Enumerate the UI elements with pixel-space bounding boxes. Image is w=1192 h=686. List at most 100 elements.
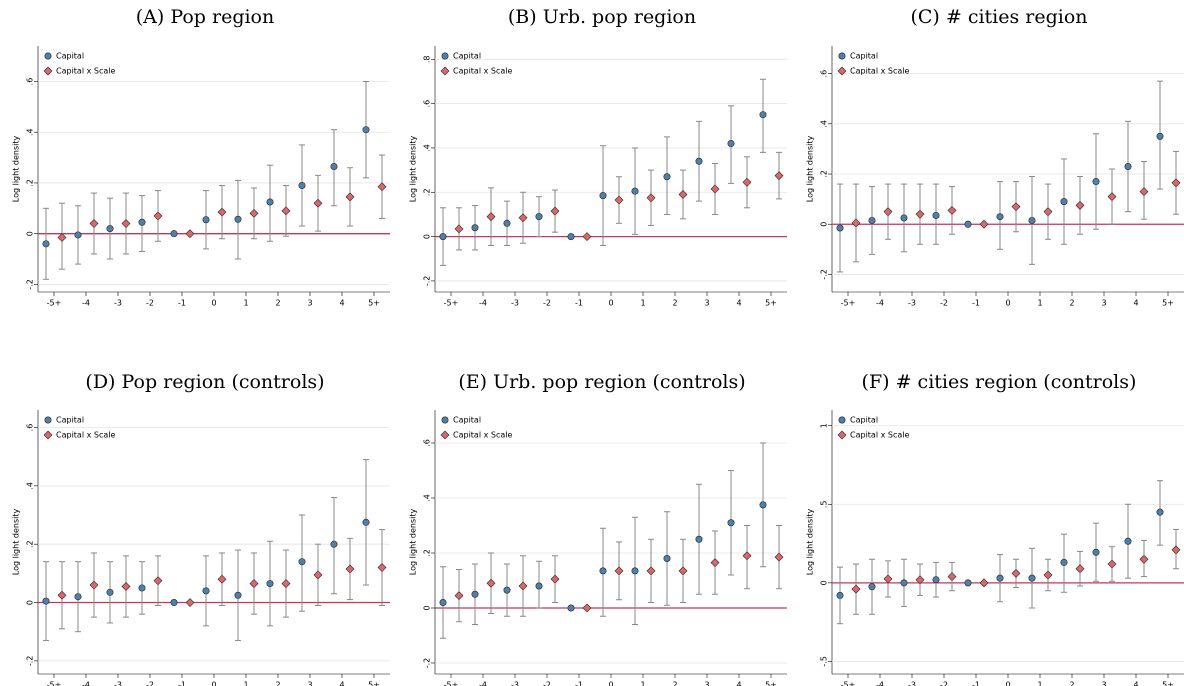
point [1060,198,1068,206]
x-tick-label: -2 [146,299,154,308]
point [106,588,114,596]
x-tick-label: -5+ [47,681,62,686]
legend-marker [441,52,449,60]
y-tick-label: .2 [26,540,35,548]
x-tick-label: 3 [307,299,312,308]
x-tick-label: 0 [608,299,613,308]
point [330,162,338,170]
point [836,224,844,232]
plot-area [831,45,1185,293]
point [614,195,624,205]
point [185,229,195,239]
point [979,219,989,229]
point [503,586,511,594]
y-tick-label: -.5 [820,656,829,667]
legend-label: Capital x Scale [453,431,512,440]
point [74,231,82,239]
point [266,580,274,588]
legend-marker [837,66,847,76]
y-axis-label: Log light density [806,136,815,203]
point [947,572,957,581]
point [774,552,784,562]
plot-area [434,409,788,675]
y-tick-label: 0 [820,222,829,227]
point [631,567,639,575]
point [742,551,752,561]
point [964,579,972,587]
point [631,187,639,195]
point [1107,559,1117,569]
x-tick-label: -4 [82,299,90,308]
point [281,579,291,588]
point [710,184,720,194]
point [1139,187,1149,197]
plot-area [434,45,788,293]
point [471,224,479,232]
point [900,579,908,587]
y-tick-label: -.2 [26,656,35,667]
x-tick-label: -4 [82,681,90,686]
point [1124,162,1132,170]
point [996,574,1004,582]
x-tick-label: -4 [876,681,884,686]
x-tick-label: -4 [479,681,487,686]
point [1171,545,1181,555]
point [646,193,656,203]
y-tick-label: .4 [820,120,829,128]
point [1060,558,1068,566]
legend-marker [440,66,450,76]
legend-marker [43,430,53,440]
y-tick-label: .8 [423,55,432,63]
x-tick-label: 2 [275,681,280,686]
point [614,566,624,576]
x-tick-label: -5+ [444,299,459,308]
point [1171,178,1181,188]
x-tick-label: -2 [940,681,948,686]
point [74,593,82,601]
x-tick-label: 3 [1101,681,1106,686]
point [742,177,752,187]
point [234,591,242,599]
point [932,576,940,584]
point [695,157,703,165]
x-tick-label: -2 [940,299,948,308]
point [1043,570,1053,580]
point [1028,574,1036,582]
y-tick-label: .6 [26,78,35,86]
point [57,590,67,600]
x-tick-label: 5+ [368,681,380,686]
point [362,126,370,134]
point [915,209,925,219]
point [217,207,227,217]
x-tick-label: -5+ [841,681,856,686]
panel: (B) Urb. pop region -.2 0 .2 .4 .6 .8 Log light… [409,6,788,308]
point [1075,200,1085,210]
x-tick-label: 2 [275,299,280,308]
point [646,566,656,576]
point [851,218,861,228]
point [106,225,114,233]
point [695,535,703,543]
x-tick-label: 3 [704,299,709,308]
point [313,198,323,208]
point [281,206,291,216]
point [900,214,908,222]
x-tick-label: -2 [543,681,551,686]
point [599,567,607,575]
point [170,230,178,238]
point [202,216,210,224]
point [518,581,528,591]
x-tick-label: 5+ [1162,299,1174,308]
point [663,554,671,562]
y-tick-label: .5 [820,500,829,508]
y-tick-label: .6 [423,100,432,108]
y-tick-label: -.2 [423,658,432,669]
panel: (A) Pop region -.2 0 .2 .4 .6 Log light densit… [12,6,391,308]
panel-title: (C) # cities region [910,6,1087,28]
point [42,240,50,248]
point [868,583,876,591]
x-tick-label: -5+ [47,299,62,308]
legend-label: Capital x Scale [453,67,512,76]
point [1011,202,1021,212]
x-tick-label: 0 [211,681,216,686]
